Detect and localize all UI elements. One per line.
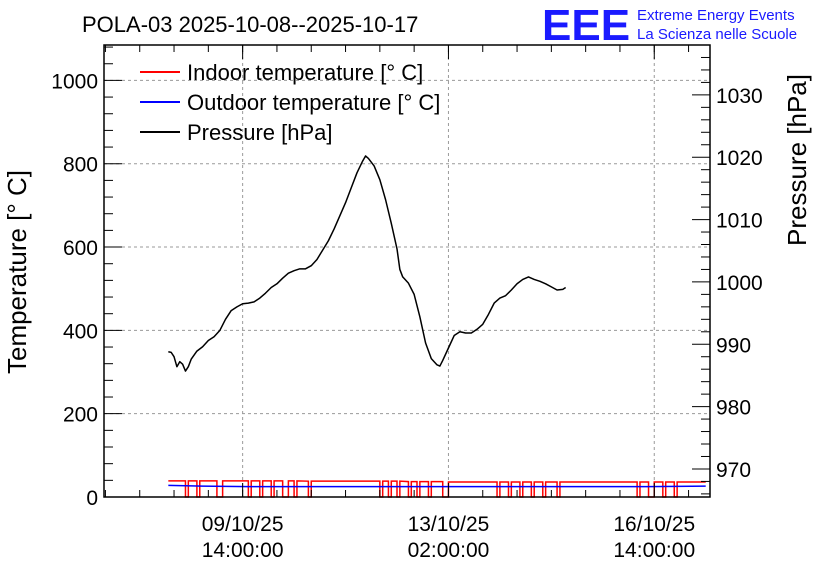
logo-letters: EEE: [542, 1, 630, 50]
plot-frame: [103, 44, 711, 498]
y-tick-label: 600: [63, 237, 98, 260]
y-tick-label: 200: [63, 404, 98, 427]
logo-line2: La Scienza nelle Scuole: [637, 26, 797, 43]
grid: [104, 45, 710, 497]
legend-label-indoor: Indoor temperature [° C]: [187, 60, 423, 85]
y-tick-label: 1000: [51, 70, 98, 93]
y2-tick-label: 1020: [716, 147, 763, 170]
y2-tick-label: 1010: [716, 210, 763, 233]
outdoor-temperature-series-line: [168, 484, 706, 488]
y2-tick-label: 980: [716, 397, 751, 420]
legend: Indoor temperature [° C] Outdoor tempera…: [140, 60, 440, 145]
x-tick-label-time: 02:00:00: [408, 539, 490, 562]
chart-title: POLA-03 2025-10-08--2025-10-17: [82, 12, 418, 37]
logo-line1: Extreme Energy Events: [637, 7, 795, 24]
x-tick-label-date: 16/10/25: [613, 513, 695, 536]
y2-tick-label: 1000: [716, 272, 763, 295]
indoor-temperature-series-line: [168, 480, 706, 498]
y-axis-label: Temperature [° C]: [2, 170, 32, 374]
y2-tick-label: 970: [716, 459, 751, 482]
pressure-series-line: [168, 155, 567, 372]
axes: 09/10/25 14:00:00 13/10/25 02:00:00 16/10/25…: [51, 44, 763, 562]
y-tick-label: 0: [86, 487, 98, 510]
legend-label-outdoor: Outdoor temperature [° C]: [187, 90, 440, 115]
eee-logo: EEE Extreme Energy Events La Scienza nel…: [542, 1, 797, 50]
series-group: [168, 155, 706, 498]
x-tick-label-date: 09/10/25: [202, 513, 284, 536]
y2-tick-label: 990: [716, 334, 751, 357]
legend-label-pressure: Pressure [hPa]: [187, 120, 333, 145]
y-tick-label: 400: [63, 320, 98, 343]
y2-tick-label: 1030: [716, 85, 763, 108]
y2-axis-label: Pressure [hPa]: [782, 74, 812, 246]
y-tick-label: 800: [63, 154, 98, 177]
x-tick-label-date: 13/10/25: [408, 513, 490, 536]
x-tick-label-time: 14:00:00: [202, 539, 284, 562]
x-tick-label-time: 14:00:00: [613, 539, 695, 562]
